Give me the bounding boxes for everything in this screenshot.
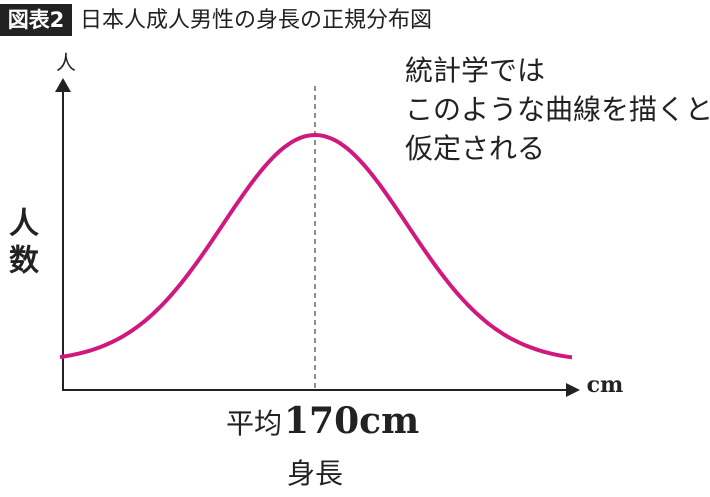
title: 日本人成人男性の身長の正規分布図: [80, 8, 432, 33]
x-arrow: [566, 383, 580, 397]
badge: 図表2: [8, 8, 65, 32]
y-arrow: [55, 78, 71, 92]
y-label: 数: [9, 244, 40, 279]
note-line: このような曲線を描くと: [405, 93, 710, 126]
mean-value: 170cm: [284, 400, 419, 442]
badge-box: [0, 4, 72, 36]
y-label: 人: [9, 207, 39, 242]
note-line: 仮定される: [405, 132, 545, 165]
mean-label: 平均: [226, 407, 282, 440]
y-unit: 人: [56, 51, 76, 75]
x-unit: cm: [587, 372, 624, 398]
note-line: 統計学では: [405, 54, 545, 87]
normal-curve: [59, 132, 573, 360]
x-label: 身長: [287, 457, 343, 490]
